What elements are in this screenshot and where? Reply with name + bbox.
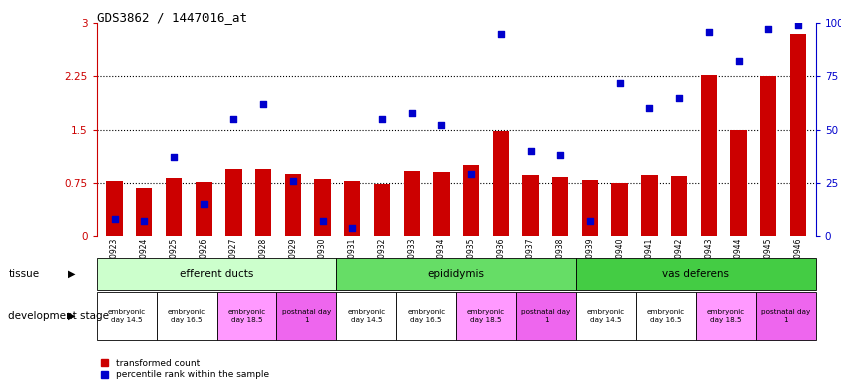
Text: embryonic
day 16.5: embryonic day 16.5	[167, 309, 206, 323]
Bar	[284, 174, 301, 236]
Bar	[217, 292, 277, 340]
Bar	[671, 176, 687, 236]
Bar	[636, 292, 696, 340]
Bar	[456, 292, 516, 340]
Point	[375, 116, 389, 122]
Bar	[756, 292, 816, 340]
Point	[643, 105, 656, 111]
Text: development stage: development stage	[8, 311, 109, 321]
Bar	[396, 292, 456, 340]
Bar	[516, 292, 576, 340]
Bar	[404, 171, 420, 236]
Bar	[97, 258, 336, 290]
Text: efferent ducts: efferent ducts	[180, 269, 253, 279]
Bar	[522, 175, 539, 236]
Point	[138, 218, 151, 224]
Bar	[576, 258, 816, 290]
Point	[761, 26, 775, 33]
Bar	[576, 292, 636, 340]
Text: postnatal day
1: postnatal day 1	[761, 309, 811, 323]
Bar	[463, 165, 479, 236]
Bar	[730, 130, 747, 236]
Bar	[701, 75, 717, 236]
Text: vas deferens: vas deferens	[663, 269, 729, 279]
Text: embryonic
day 14.5: embryonic day 14.5	[108, 309, 145, 323]
Bar	[552, 177, 569, 236]
Point	[316, 218, 330, 224]
Point	[791, 22, 805, 28]
Point	[108, 216, 121, 222]
Point	[405, 109, 419, 116]
Bar	[225, 169, 241, 236]
Text: GDS3862 / 1447016_at: GDS3862 / 1447016_at	[97, 12, 246, 25]
Point	[286, 178, 299, 184]
Bar	[344, 181, 361, 236]
Bar	[641, 175, 658, 236]
Bar	[195, 182, 212, 236]
Bar	[97, 292, 156, 340]
Text: embryonic
day 14.5: embryonic day 14.5	[347, 309, 385, 323]
Text: embryonic
day 18.5: embryonic day 18.5	[706, 309, 745, 323]
Point	[435, 122, 448, 128]
Point	[257, 101, 270, 107]
Bar	[166, 178, 182, 236]
Bar	[336, 258, 576, 290]
Point	[613, 79, 627, 86]
Text: ▶: ▶	[68, 269, 75, 279]
Bar	[696, 292, 756, 340]
Point	[524, 148, 537, 154]
Bar	[336, 292, 396, 340]
Point	[346, 225, 359, 231]
Point	[732, 58, 745, 65]
Bar	[255, 169, 272, 236]
Point	[583, 218, 596, 224]
Text: epididymis: epididymis	[428, 269, 484, 279]
Point	[702, 28, 716, 35]
Text: embryonic
day 16.5: embryonic day 16.5	[407, 309, 446, 323]
Bar	[315, 179, 331, 236]
Bar	[790, 34, 807, 236]
Text: ▶: ▶	[68, 311, 75, 321]
Bar	[277, 292, 336, 340]
Point	[464, 171, 478, 177]
Point	[672, 94, 685, 101]
Point	[227, 116, 241, 122]
Point	[494, 31, 507, 37]
Text: embryonic
day 18.5: embryonic day 18.5	[227, 309, 266, 323]
Legend: transformed count, percentile rank within the sample: transformed count, percentile rank withi…	[101, 359, 269, 379]
Bar	[373, 184, 390, 236]
Text: embryonic
day 14.5: embryonic day 14.5	[587, 309, 625, 323]
Text: embryonic
day 16.5: embryonic day 16.5	[647, 309, 685, 323]
Text: postnatal day
1: postnatal day 1	[282, 309, 331, 323]
Bar	[156, 292, 216, 340]
Bar	[611, 183, 628, 236]
Bar	[582, 180, 598, 236]
Point	[553, 152, 567, 158]
Bar	[106, 181, 123, 236]
Bar	[493, 131, 509, 236]
Text: postnatal day
1: postnatal day 1	[521, 309, 571, 323]
Bar	[760, 76, 776, 236]
Text: embryonic
day 18.5: embryonic day 18.5	[467, 309, 505, 323]
Point	[197, 201, 210, 207]
Point	[167, 154, 181, 161]
Bar	[136, 188, 152, 236]
Bar	[433, 172, 450, 236]
Text: tissue: tissue	[8, 269, 40, 279]
